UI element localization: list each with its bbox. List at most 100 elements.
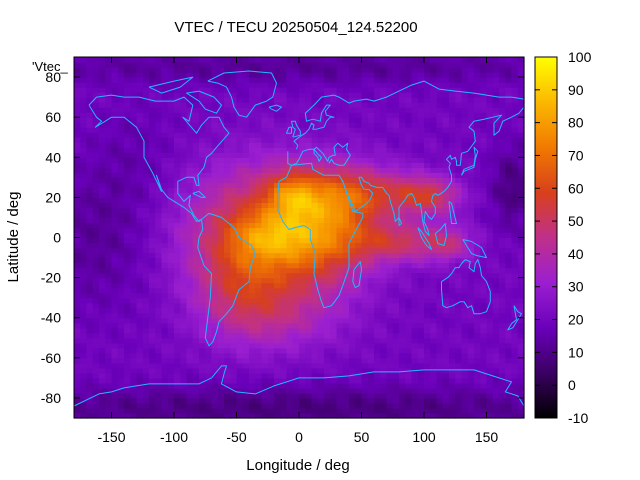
heatmap-cell [167,177,175,183]
heatmap-cell [499,372,506,379]
heatmap-cell [467,97,475,103]
heatmap-cell [342,317,350,324]
heatmap-cell [236,347,244,354]
heatmap-cell [417,242,425,249]
heatmap-cell [167,192,175,198]
heatmap-cell [280,377,288,384]
heatmap-cell [330,212,338,219]
heatmap-cell [361,92,369,98]
heatmap-cell [249,222,256,229]
heatmap-cell [242,242,250,249]
heatmap-cell [149,402,156,409]
heatmap-cell [186,252,194,259]
heatmap-cell [399,167,406,173]
heatmap-cell [499,212,506,219]
heatmap-cell [511,337,519,344]
heatmap-cell [205,122,213,128]
heatmap-cell [130,132,138,138]
heatmap-cell [411,332,419,339]
heatmap-cell [461,92,469,98]
heatmap-cell [411,162,419,168]
heatmap-cell [192,382,200,389]
heatmap-cell [361,112,369,118]
heatmap-cell [92,127,100,133]
heatmap-cell [280,107,288,113]
heatmap-cell [249,337,256,344]
heatmap-cell [174,412,181,419]
heatmap-cell [505,352,513,359]
heatmap-cell [292,97,300,103]
heatmap-cell [192,142,200,148]
heatmap-cell [142,342,150,349]
heatmap-cell [336,117,344,123]
heatmap-cell [311,192,319,198]
heatmap-cell [74,132,81,138]
heatmap-cell [149,347,156,354]
heatmap-cell [105,127,113,133]
heatmap-cell [411,72,419,78]
heatmap-cell [299,372,306,379]
heatmap-cell [292,242,300,249]
heatmap-cell [86,92,94,98]
heatmap-cell [74,387,81,394]
heatmap-cell [317,307,325,314]
heatmap-cell [405,137,413,143]
heatmap-cell [149,207,156,214]
heatmap-cell [211,67,219,73]
heatmap-cell [449,402,456,409]
heatmap-cell [142,372,150,379]
heatmap-cell [130,102,138,108]
heatmap-cell [430,237,438,244]
heatmap-cell [224,382,231,389]
heatmap-cell [474,87,481,93]
heatmap-cell [417,132,425,138]
heatmap-cell [136,122,144,128]
heatmap-cell [105,377,113,384]
heatmap-cell [267,302,275,309]
heatmap-cell [242,362,250,369]
heatmap-cell [342,282,350,289]
heatmap-cell [424,222,431,229]
heatmap-cell [149,317,156,324]
heatmap-cell [392,162,400,168]
heatmap-cell [255,272,263,279]
heatmap-cell [86,347,94,354]
heatmap-cell [517,132,525,138]
heatmap-cell [492,307,500,314]
heatmap-cell [205,367,213,374]
heatmap-cell [274,352,281,359]
heatmap-cell [242,152,250,158]
heatmap-cell [374,247,381,254]
heatmap-cell [324,287,331,294]
heatmap-cell [324,97,331,103]
heatmap-cell [405,147,413,153]
heatmap-cell [205,392,213,399]
heatmap-cell [467,192,475,198]
heatmap-cell [342,172,350,178]
heatmap-cell [436,292,444,299]
heatmap-cell [105,402,113,409]
heatmap-cell [374,252,381,259]
heatmap-cell [342,387,350,394]
heatmap-cell [517,192,525,198]
heatmap-cell [117,297,125,304]
heatmap-cell [255,372,263,379]
heatmap-cell [342,292,350,299]
heatmap-cell [174,387,181,394]
heatmap-cell [499,172,506,178]
heatmap-cell [392,132,400,138]
heatmap-cell [330,102,338,108]
heatmap-cell [230,127,238,133]
heatmap-cell [255,112,263,118]
heatmap-cell [261,157,269,163]
heatmap-cell [436,232,444,239]
heatmap-cell [517,392,525,399]
heatmap-cell [486,342,494,349]
heatmap-cell [155,352,163,359]
heatmap-cell [261,77,269,83]
heatmap-cell [405,237,413,244]
heatmap-cell [155,322,163,329]
heatmap-cell [499,192,506,198]
heatmap-cell [392,267,400,274]
heatmap-cell [411,202,419,209]
